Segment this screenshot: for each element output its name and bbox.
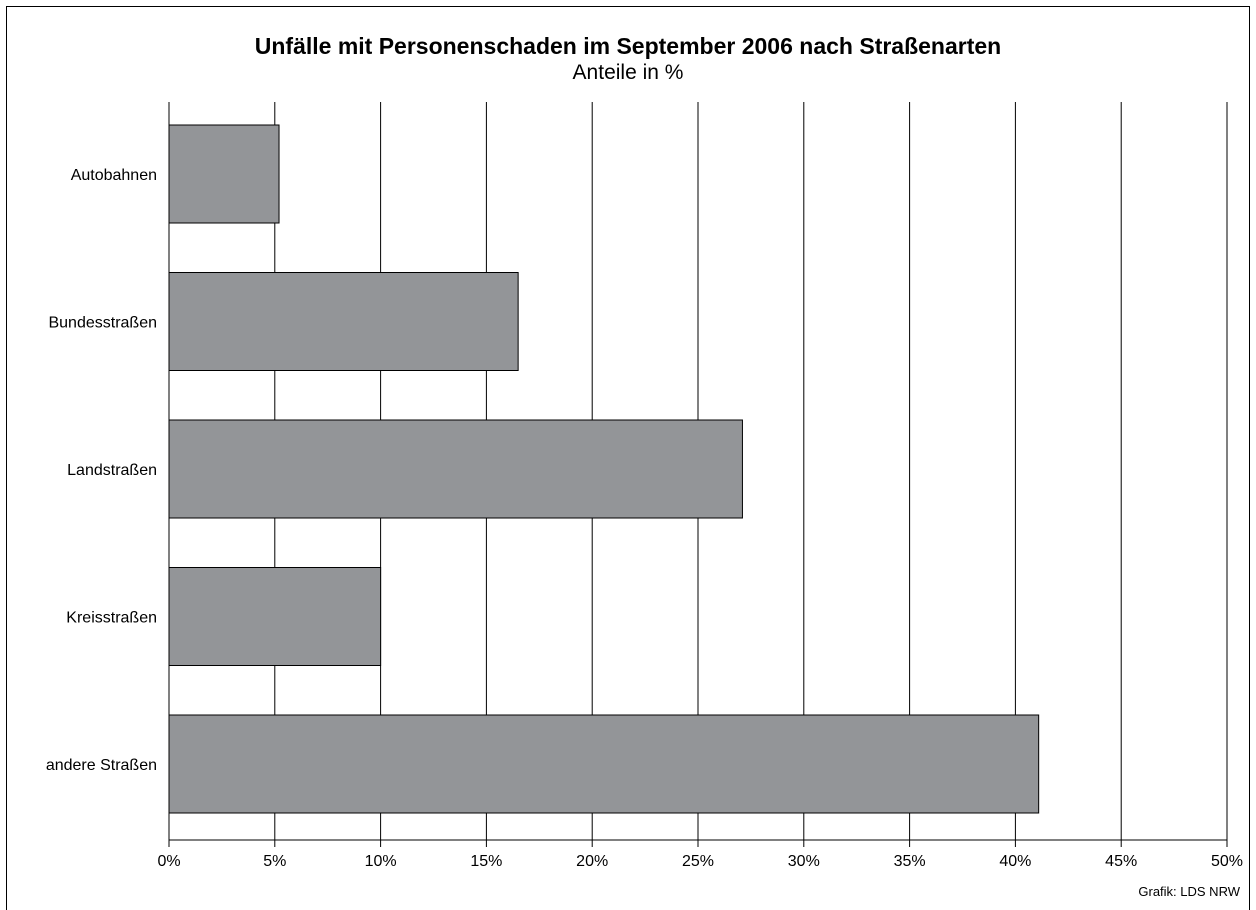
x-tick-label: 15%: [470, 853, 502, 870]
bar: [168, 714, 1040, 814]
x-tick-label: 35%: [894, 853, 926, 870]
x-tick-label: 45%: [1105, 853, 1137, 870]
category-labels: Autobahnen Bundesstraßen Landstraßen Kreiss…: [46, 167, 157, 774]
category-label: Landstraßen: [67, 462, 157, 479]
chart-title: Unfälle mit Personenschaden im September…: [254, 33, 1002, 59]
category-label: Autobahnen: [71, 167, 157, 184]
bar: [168, 272, 519, 371]
x-axis: 0% 5% 10% 15% 20% 25% 30% 35% 40% 45% 50%: [157, 839, 1243, 870]
x-tick-label: 50%: [1211, 853, 1243, 870]
chart-subtitle: Anteile in %: [572, 61, 684, 84]
x-tick-label: 5%: [263, 853, 286, 870]
category-label: andere Straßen: [46, 757, 157, 774]
category-label: Kreisstraßen: [66, 610, 157, 627]
bar: [168, 567, 382, 666]
x-tick-label: 20%: [576, 853, 608, 870]
x-tick-label: 10%: [365, 853, 397, 870]
bar: [168, 124, 280, 224]
source-note: Grafik: LDS NRW: [1138, 884, 1240, 899]
x-tick-label: 40%: [999, 853, 1031, 870]
category-label: Bundesstraßen: [48, 315, 157, 332]
bars: [168, 124, 1040, 814]
x-tick-label: 0%: [157, 853, 180, 870]
x-tick-label: 30%: [788, 853, 820, 870]
x-tick-label: 25%: [682, 853, 714, 870]
bar: [168, 419, 743, 519]
